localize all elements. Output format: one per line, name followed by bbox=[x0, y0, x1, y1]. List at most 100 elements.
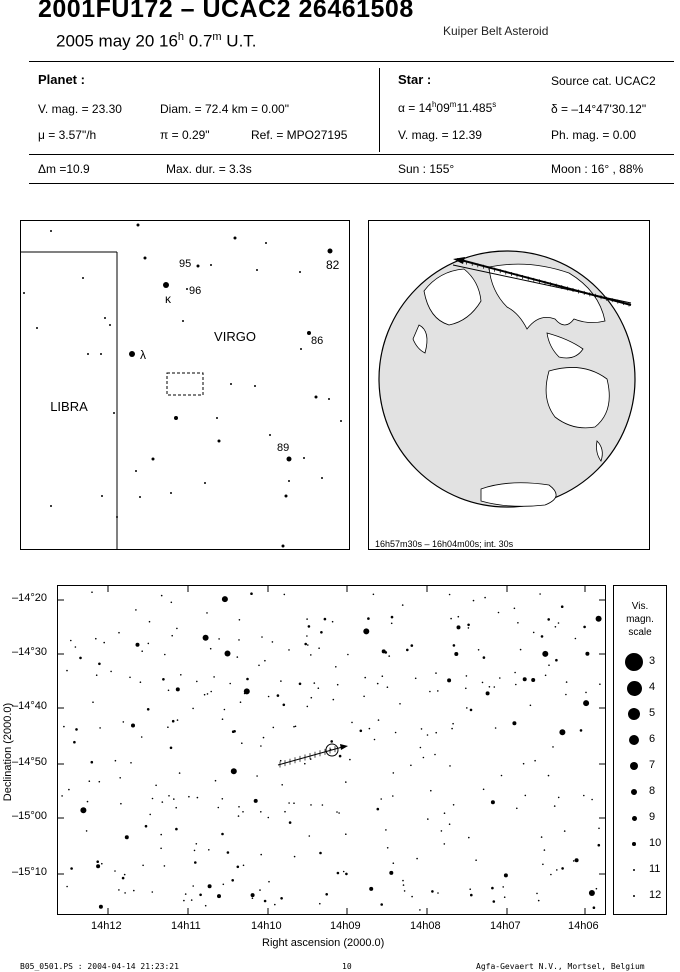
chart-star bbox=[448, 593, 451, 596]
chart-star bbox=[75, 728, 78, 731]
chart-star bbox=[467, 627, 470, 629]
chart-star bbox=[221, 718, 224, 720]
chart-star bbox=[457, 615, 460, 618]
chart-star bbox=[310, 804, 312, 806]
chart-star bbox=[306, 705, 309, 708]
chart-star bbox=[91, 591, 93, 593]
chart-star bbox=[170, 601, 173, 604]
finder-star bbox=[174, 416, 178, 420]
chart-star bbox=[110, 670, 112, 673]
chart-star bbox=[276, 694, 280, 697]
chart-star bbox=[118, 889, 120, 891]
shadow-direction-arrow bbox=[453, 257, 465, 264]
finder-star bbox=[151, 457, 155, 461]
chart-star bbox=[175, 827, 178, 831]
chart-star bbox=[99, 727, 101, 729]
chart-star bbox=[403, 890, 406, 892]
chart-star bbox=[563, 830, 566, 832]
chart-star bbox=[540, 836, 543, 838]
chart-star bbox=[380, 903, 384, 906]
chart-star bbox=[560, 605, 564, 608]
chart-star bbox=[246, 677, 249, 681]
observation-date: 2005 may 20 16h 0.7m U.T. bbox=[56, 31, 257, 51]
chart-star bbox=[238, 619, 241, 621]
chart-star bbox=[402, 879, 404, 882]
chart-star bbox=[544, 674, 547, 677]
finder-star bbox=[170, 492, 172, 494]
right-ascension-axis-label: Right ascension (2000.0) bbox=[262, 937, 385, 949]
star-label-89: 89 bbox=[277, 442, 289, 454]
star-chart bbox=[57, 585, 606, 915]
star-label-86: 86 bbox=[311, 335, 323, 347]
continent-madagascar bbox=[412, 324, 428, 354]
continent-australia bbox=[545, 367, 610, 429]
chart-star bbox=[98, 780, 101, 783]
chart-star bbox=[561, 867, 564, 870]
chart-star bbox=[555, 658, 558, 662]
chart-star bbox=[338, 812, 340, 814]
chart-star bbox=[66, 885, 68, 888]
chart-star bbox=[469, 888, 472, 890]
chart-star bbox=[85, 830, 88, 832]
chart-star bbox=[155, 784, 157, 787]
chart-star bbox=[416, 857, 418, 860]
chart-star bbox=[260, 811, 262, 813]
chart-star bbox=[595, 887, 598, 890]
chart-star bbox=[243, 688, 250, 695]
chart-star bbox=[119, 777, 121, 779]
chart-star bbox=[304, 642, 307, 646]
finder-chart: LIBRA VIRGO 95 96 κ 82 86 λ 89 bbox=[20, 220, 350, 550]
chart-star bbox=[92, 701, 94, 703]
chart-star bbox=[443, 812, 446, 814]
chart-star bbox=[482, 788, 485, 791]
chart-star bbox=[160, 833, 162, 836]
chart-star bbox=[482, 656, 486, 659]
chart-star bbox=[151, 797, 154, 800]
dec-tick-label: –14°20 bbox=[12, 592, 47, 604]
chart-star bbox=[537, 899, 540, 902]
star-label-lambda: λ bbox=[140, 348, 146, 362]
chart-star bbox=[95, 674, 98, 676]
chart-star bbox=[394, 731, 397, 734]
asteroid-track-ticks bbox=[279, 746, 336, 768]
chart-star bbox=[325, 893, 329, 896]
chart-star bbox=[141, 650, 143, 652]
chart-star bbox=[572, 860, 575, 862]
dec-tick-label: –15°10 bbox=[12, 866, 47, 878]
chart-star bbox=[392, 772, 395, 774]
legend-dot bbox=[631, 815, 637, 821]
chart-star bbox=[347, 653, 349, 656]
chart-star bbox=[231, 879, 234, 882]
constellation-libra: LIBRA bbox=[50, 399, 88, 414]
finder-star bbox=[286, 456, 292, 462]
chart-star bbox=[363, 695, 365, 698]
chart-star bbox=[318, 647, 320, 649]
chart-star bbox=[585, 691, 587, 694]
chart-star bbox=[392, 862, 395, 864]
chart-star bbox=[440, 830, 443, 832]
legend-dot bbox=[629, 735, 639, 745]
chart-star bbox=[236, 656, 239, 658]
chart-star bbox=[323, 617, 327, 621]
chart-star bbox=[259, 889, 261, 891]
finder-star bbox=[50, 230, 52, 232]
chart-star bbox=[261, 636, 263, 638]
finder-star bbox=[82, 277, 84, 279]
chart-star bbox=[579, 729, 583, 732]
chart-star bbox=[190, 899, 193, 901]
chart-star bbox=[556, 869, 558, 871]
chart-star bbox=[377, 719, 380, 721]
chart-star bbox=[95, 637, 97, 640]
chart-star bbox=[515, 683, 517, 686]
chart-star bbox=[260, 745, 262, 747]
legend-magnitude-label: 10 bbox=[649, 837, 662, 849]
chart-star bbox=[456, 625, 461, 630]
chart-star bbox=[103, 641, 105, 644]
chart-star bbox=[426, 734, 429, 736]
chart-star bbox=[306, 635, 308, 637]
finder-star bbox=[186, 288, 188, 290]
chart-star bbox=[229, 682, 231, 685]
chart-star bbox=[114, 759, 117, 762]
chart-star bbox=[319, 851, 322, 855]
ra-tick-label: 14h06 bbox=[568, 920, 599, 932]
